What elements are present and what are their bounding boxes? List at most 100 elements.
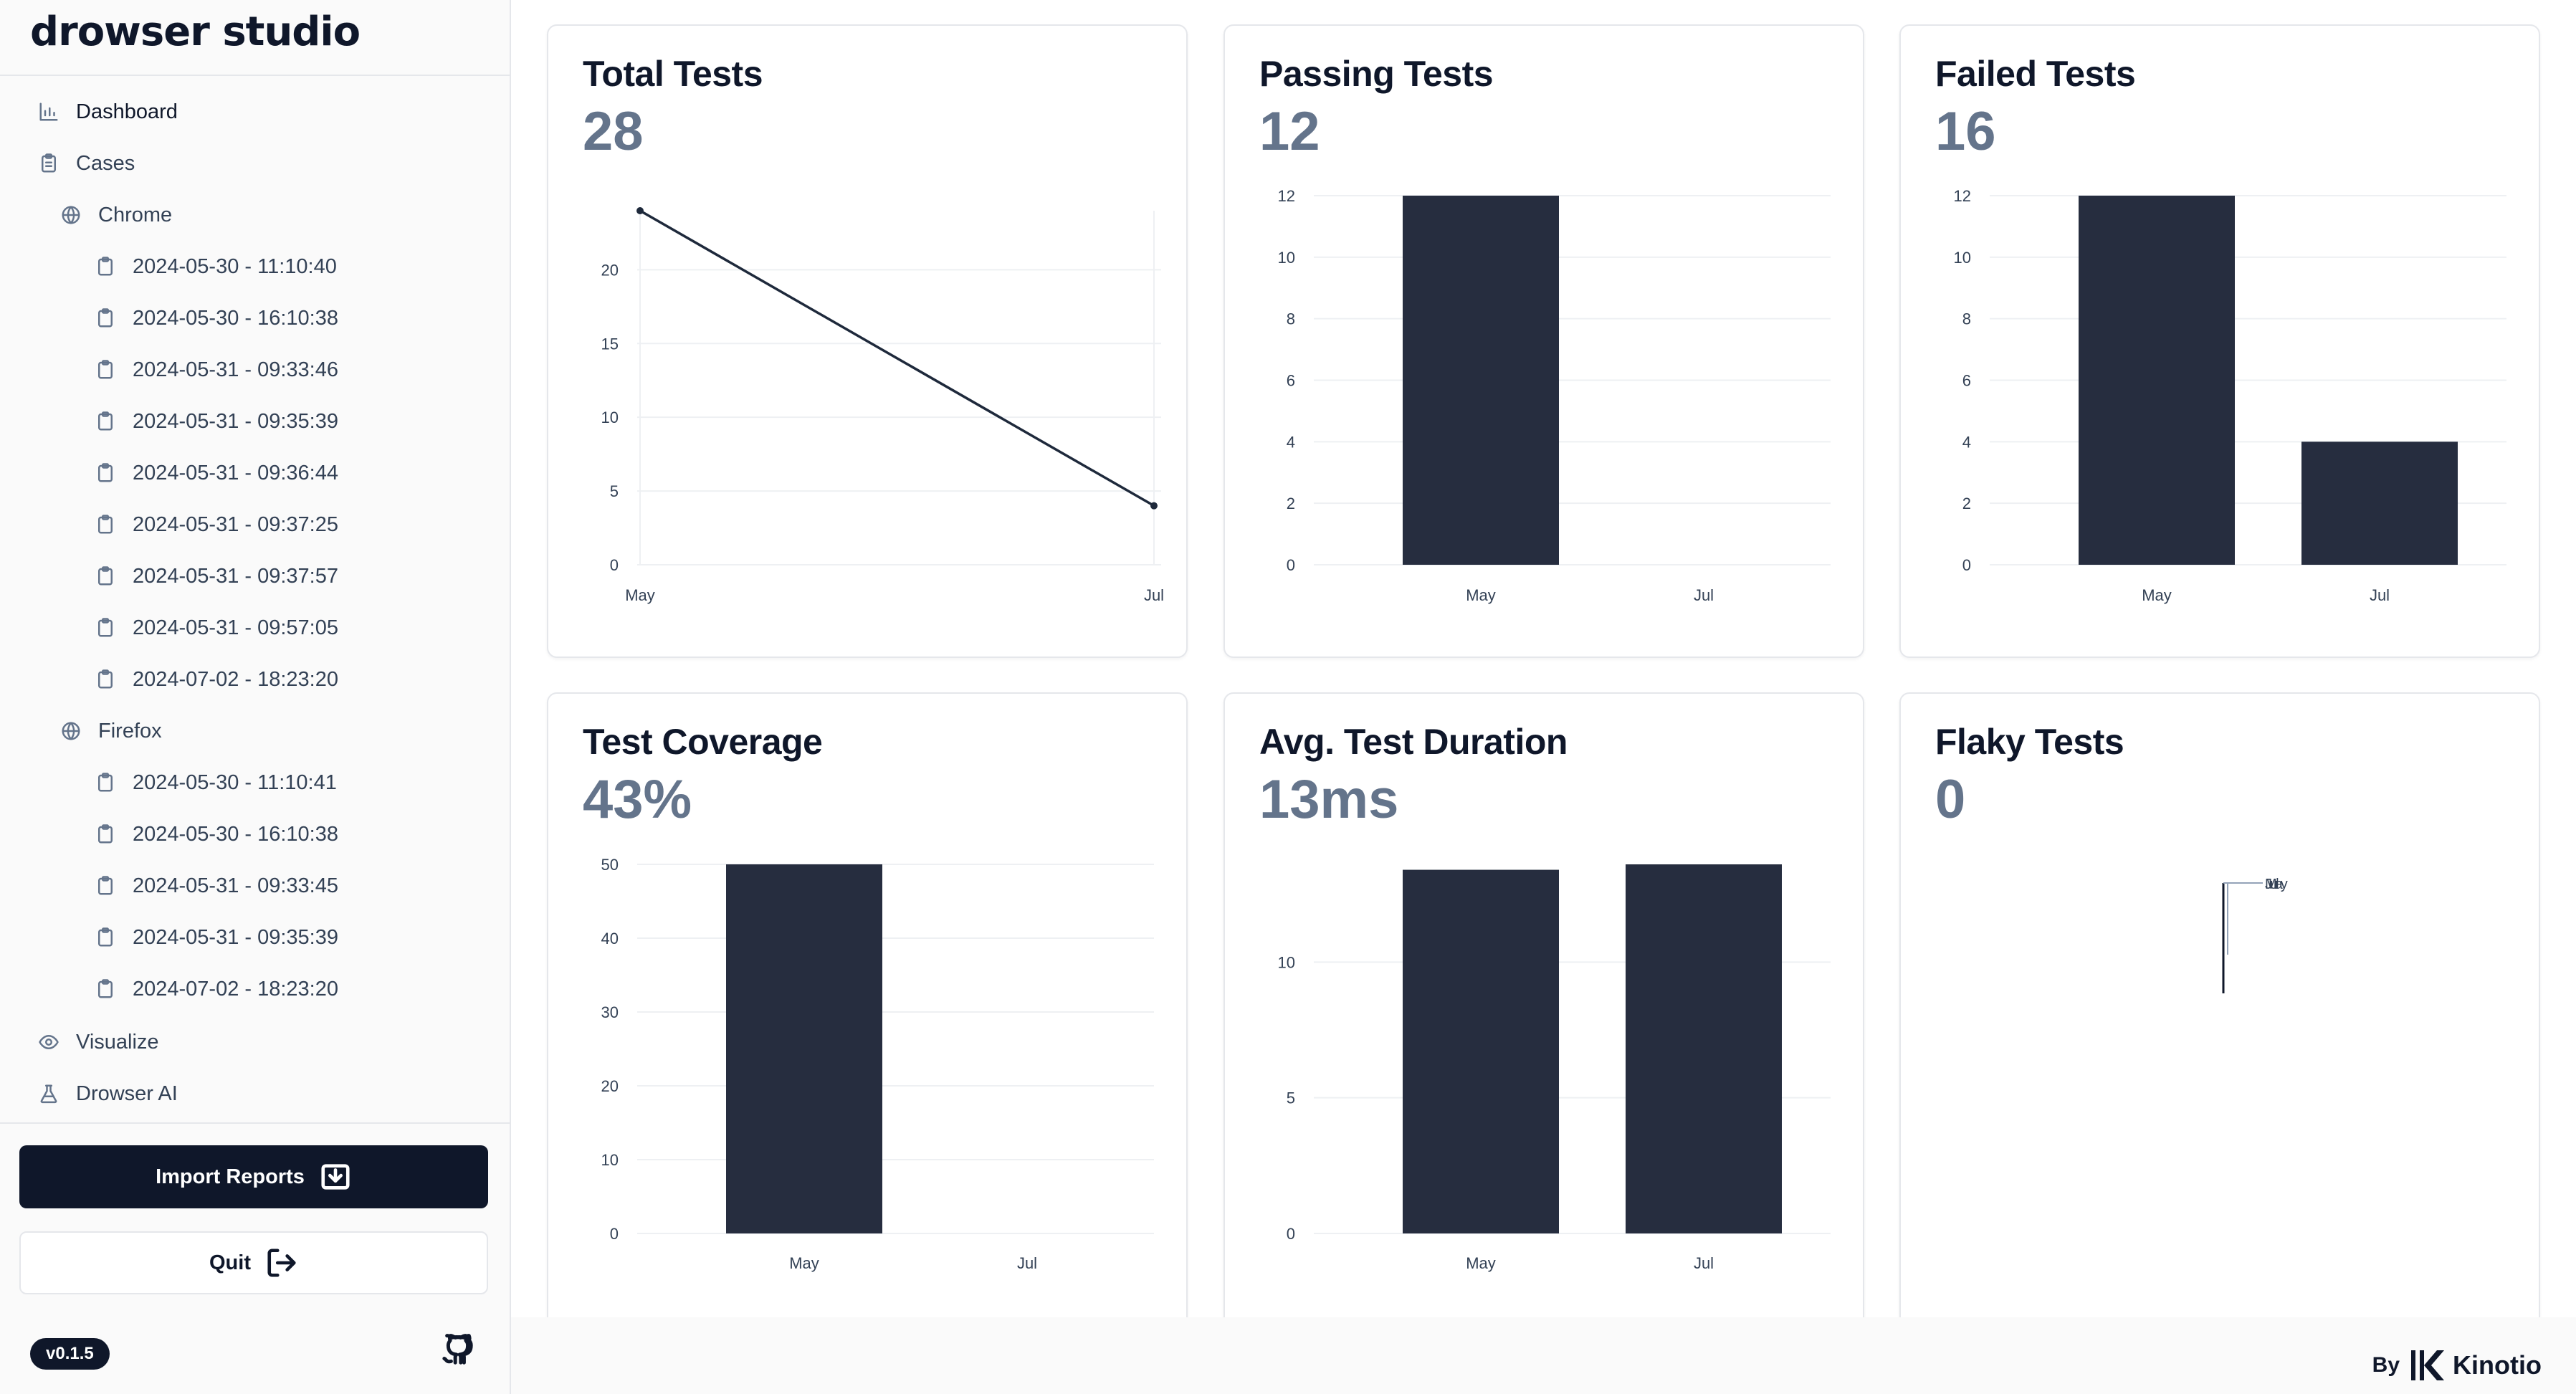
- case-item[interactable]: 2024-05-30 - 11:10:40: [94, 245, 337, 288]
- case-item-label: 2024-07-02 - 18:23:20: [133, 977, 338, 1001]
- x-tick-label: Jul: [2265, 877, 2279, 892]
- divider: [0, 75, 511, 76]
- case-item[interactable]: 2024-05-31 - 09:36:44: [94, 452, 338, 495]
- failed-tests-chart: 0 2 4 6 8 10 12 May Jul: [1954, 187, 2506, 604]
- x-tick-label: Jul: [1144, 586, 1164, 604]
- dashboard-main: Total Tests 28 0 5 10 15 20 May Jul Passing Te…: [511, 0, 2576, 1352]
- y-tick-label: 0: [1962, 556, 1971, 574]
- case-item[interactable]: 2024-07-02 - 18:23:20: [94, 968, 338, 1011]
- clipboard-icon: [94, 307, 117, 330]
- y-tick-label: 12: [1278, 187, 1295, 205]
- clipboard-icon: [94, 771, 117, 794]
- case-item[interactable]: 2024-05-30 - 16:10:38: [94, 813, 338, 856]
- import-reports-button[interactable]: Import Reports: [19, 1145, 488, 1208]
- y-tick-label: 8: [1962, 310, 1971, 328]
- nav-chrome[interactable]: Chrome: [59, 194, 172, 237]
- x-tick-label: Jul: [2370, 586, 2390, 604]
- card-title: Failed Tests: [1935, 54, 2136, 94]
- footer-credit[interactable]: By Kinotio: [2372, 1347, 2542, 1383]
- y-tick-label: 10: [1278, 249, 1295, 267]
- nav-firefox[interactable]: Firefox: [59, 710, 162, 753]
- card-value: 43%: [583, 769, 692, 830]
- clipboard-icon: [94, 668, 117, 691]
- x-tick-label: Jul: [1694, 1254, 1714, 1272]
- import-label: Import Reports: [156, 1165, 305, 1188]
- nav-label: Drowser AI: [76, 1082, 178, 1105]
- bar: [726, 864, 882, 1233]
- clipboard-icon: [94, 462, 117, 484]
- nav-drowser-ai[interactable]: Drowser AI: [37, 1072, 178, 1115]
- kinotio-icon: [2411, 1350, 2445, 1380]
- x-tick-label: Jul: [1017, 1254, 1037, 1272]
- bar: [1626, 864, 1782, 1233]
- app-logo: drowser studio: [30, 9, 361, 55]
- card-failed-tests: Failed Tests 16 0 2 4 6 8 10 12 May Jul: [1899, 24, 2540, 658]
- case-item[interactable]: 2024-05-31 - 09:33:46: [94, 348, 338, 391]
- y-tick-label: 4: [1962, 433, 1971, 451]
- case-item[interactable]: 2024-05-31 - 09:35:39: [94, 400, 338, 443]
- case-item[interactable]: 2024-05-31 - 09:33:45: [94, 864, 338, 907]
- case-item[interactable]: 2024-05-31 - 09:35:39: [94, 916, 338, 959]
- clipboard-icon: [94, 358, 117, 381]
- case-item-label: 2024-05-31 - 09:37:57: [133, 564, 338, 588]
- case-item[interactable]: 2024-05-31 - 09:37:57: [94, 555, 338, 598]
- x-tick-label: May: [1466, 586, 1496, 604]
- y-tick-label: 6: [1962, 372, 1971, 390]
- y-tick-label: 2: [1962, 495, 1971, 512]
- nav-cases[interactable]: Cases: [37, 142, 135, 185]
- case-item-label: 2024-05-30 - 11:10:41: [133, 770, 337, 794]
- footer-brand: Kinotio: [2453, 1350, 2542, 1380]
- version-badge: v0.1.5: [30, 1338, 110, 1370]
- test-coverage-chart: 0 10 20 30 40 50 May Jul: [601, 856, 1154, 1272]
- sidebar: drowser studio Dashboard Cases Chrome 20…: [0, 0, 511, 1394]
- footer-by: By: [2372, 1353, 2400, 1377]
- x-tick-label: May: [625, 586, 655, 604]
- card-value: 13ms: [1259, 769, 1399, 830]
- case-item[interactable]: 2024-05-31 - 09:57:05: [94, 606, 338, 649]
- github-link[interactable]: [442, 1332, 474, 1369]
- clipboard-icon: [94, 513, 117, 536]
- globe-icon: [59, 204, 82, 226]
- case-item[interactable]: 2024-07-02 - 18:23:20: [94, 658, 338, 701]
- y-tick-label: 5: [610, 482, 619, 500]
- case-item[interactable]: 2024-05-30 - 16:10:38: [94, 297, 338, 340]
- clipboard-icon: [94, 874, 117, 897]
- kinotio-logo: Kinotio: [2410, 1347, 2542, 1383]
- card-value: 0: [1935, 769, 1966, 830]
- x-tick-label: May: [2142, 586, 2172, 604]
- card-passing-tests: Passing Tests 12 0 2 4 6 8 10 12 May Jul: [1223, 24, 1864, 658]
- case-item-label: 2024-05-31 - 09:35:39: [133, 925, 338, 949]
- clipboard-icon: [94, 978, 117, 1001]
- bar-chart-icon: [37, 100, 60, 123]
- clipboard-icon: [94, 410, 117, 433]
- y-tick-label: 8: [1287, 310, 1295, 328]
- case-item-label: 2024-05-31 - 09:36:44: [133, 461, 338, 484]
- y-tick-label: 10: [1954, 249, 1971, 267]
- x-tick-label: Jul: [1694, 586, 1714, 604]
- y-tick-label: 4: [1287, 433, 1295, 451]
- case-item-label: 2024-05-31 - 09:35:39: [133, 409, 338, 433]
- x-tick-label: May: [789, 1254, 819, 1272]
- clipboard-icon: [94, 616, 117, 639]
- case-item[interactable]: 2024-05-30 - 11:10:41: [94, 761, 337, 804]
- case-item-label: 2024-05-30 - 16:10:38: [133, 822, 338, 846]
- nav-visualize[interactable]: Visualize: [37, 1021, 159, 1064]
- card-value: 12: [1259, 101, 1320, 162]
- bar: [2079, 196, 2235, 565]
- clipboard-icon: [94, 823, 117, 846]
- case-item[interactable]: 2024-05-31 - 09:37:25: [94, 503, 338, 546]
- case-item-label: 2024-05-31 - 09:57:05: [133, 616, 338, 639]
- nav-dashboard[interactable]: Dashboard: [37, 90, 178, 133]
- nav-label: Chrome: [98, 203, 173, 226]
- quit-button[interactable]: Quit: [19, 1231, 488, 1294]
- y-tick-label: 12: [1954, 187, 1971, 205]
- case-item-label: 2024-05-31 - 09:33:45: [133, 874, 338, 897]
- data-point: [1150, 502, 1158, 510]
- globe-icon: [59, 720, 82, 743]
- nav-label: Cases: [76, 151, 135, 175]
- case-item-label: 2024-05-31 - 09:37:25: [133, 512, 338, 536]
- avg-duration-chart: 0 5 10 May Jul: [1278, 864, 1831, 1272]
- y-tick-label: 2: [1287, 495, 1295, 512]
- import-icon: [321, 1164, 350, 1190]
